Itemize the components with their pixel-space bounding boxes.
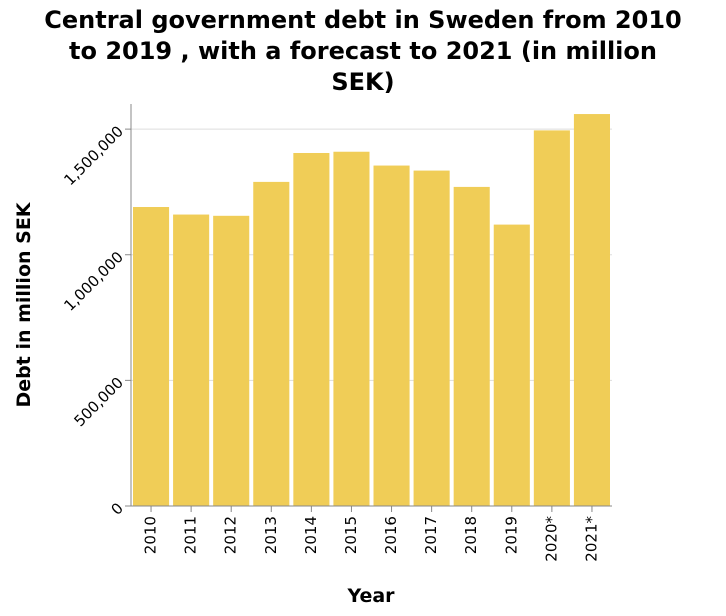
x-tick-label: 2020*: [542, 516, 560, 562]
x-tick-label: 2014: [302, 516, 320, 554]
x-tick-label: 2012: [222, 516, 240, 554]
x-axis-ticks: 2010 2011 2012 2013 2014 2015 2016 2017 2018 2019…: [142, 506, 600, 562]
bar: [133, 207, 170, 506]
y-tick-label: 0: [108, 499, 127, 518]
bar: [253, 181, 290, 506]
bar: [413, 170, 450, 507]
y-axis-ticks: 0 500,000 1,000,000 1,500,000: [60, 122, 131, 519]
axes: [130, 104, 612, 507]
bar: [373, 165, 410, 506]
chart-title-line-2: to 2019 , with a forecast to 2021 (in mi…: [69, 37, 657, 65]
y-tick-label: 1,500,000: [60, 122, 127, 189]
bar: [493, 224, 530, 506]
x-tick-label: 2010: [142, 516, 160, 554]
chart-title-line-1: Central government debt in Sweden from 2…: [44, 6, 681, 34]
bars: [133, 114, 610, 507]
bar: [453, 186, 490, 506]
x-tick-label: 2015: [342, 516, 360, 554]
x-tick-label: 2019: [502, 516, 520, 554]
bar: [293, 152, 330, 506]
bar: [333, 151, 370, 507]
bar: [573, 114, 610, 507]
chart-title-line-3: SEK): [331, 68, 394, 96]
bar: [173, 214, 210, 507]
bar: [533, 130, 570, 506]
x-tick-label: 2021*: [582, 516, 600, 562]
y-tick-label: 500,000: [70, 374, 127, 431]
bar: [213, 215, 250, 506]
x-tick-label: 2018: [462, 516, 480, 554]
x-tick-label: 2011: [182, 516, 200, 554]
x-tick-label: 2016: [382, 516, 400, 554]
y-tick-label: 1,000,000: [60, 248, 127, 315]
y-axis-title: Debt in million SEK: [13, 201, 35, 407]
x-tick-label: 2017: [422, 516, 440, 554]
chart-title: Central government debt in Sweden from 2…: [44, 6, 681, 96]
x-axis-title: Year: [346, 585, 395, 607]
x-tick-label: 2013: [262, 516, 280, 554]
gridlines: [131, 128, 612, 381]
